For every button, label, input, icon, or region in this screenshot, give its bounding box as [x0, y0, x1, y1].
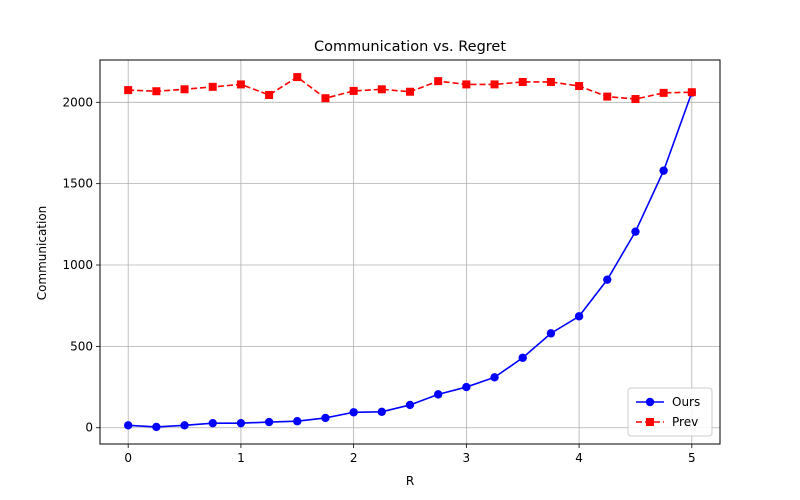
data-point-ours [546, 329, 556, 338]
data-point-prev [631, 95, 640, 104]
x-tick-label: 4 [575, 451, 583, 465]
data-point-ours [659, 166, 668, 175]
y-tick-label: 2000 [62, 95, 93, 109]
data-point-prev [124, 86, 133, 95]
data-point-prev [208, 82, 217, 91]
data-point-ours [377, 407, 387, 416]
data-point-ours [321, 413, 330, 423]
data-point-prev [687, 88, 696, 97]
data-point-ours [236, 418, 246, 428]
data-point-prev [659, 88, 668, 97]
data-point-ours [631, 227, 640, 236]
grid [100, 60, 720, 444]
data-point-ours [152, 422, 161, 432]
data-point-prev [236, 80, 245, 89]
data-point-prev [265, 90, 274, 99]
data-point-ours [293, 417, 302, 426]
data-point-prev [377, 85, 386, 94]
y-tick-label: 1500 [62, 177, 93, 191]
legend-label-prev: Prev [672, 415, 698, 429]
y-tick-label: 1000 [62, 258, 93, 272]
chart-title: Communication vs. Regret [314, 39, 506, 55]
data-point-prev [490, 80, 499, 89]
data-point-prev [406, 87, 414, 96]
x-tick-label: 3 [463, 451, 471, 465]
data-point-prev [518, 77, 527, 86]
data-point-ours [574, 312, 584, 321]
data-point-ours [349, 408, 358, 417]
data-point-ours [603, 275, 612, 284]
data-point-ours [490, 373, 499, 382]
data-point-ours [405, 400, 415, 410]
data-point-prev [349, 86, 358, 95]
plot-frame [99, 59, 721, 445]
data-point-prev [603, 92, 612, 101]
legend-label-ours: Ours [672, 395, 700, 409]
data-point-ours [518, 353, 527, 362]
x-axis-label: R [406, 474, 414, 488]
x-tick-label: 0 [124, 451, 132, 465]
data-point-prev [293, 73, 302, 82]
y-tick-label: 500 [70, 339, 93, 353]
series-layer [123, 73, 697, 432]
data-point-ours [208, 418, 217, 428]
legend-item-prev: Prev [636, 415, 698, 429]
data-point-prev [434, 77, 443, 86]
data-point-prev [575, 82, 584, 91]
data-point-prev [180, 85, 189, 94]
x-tick-label: 2 [350, 451, 358, 465]
data-point-ours [462, 382, 471, 392]
x-tick-label: 1 [237, 451, 245, 465]
data-point-prev [546, 77, 555, 86]
ticks: 0 1 2 3 4 5 0 500 1000 1500 2000 [62, 95, 695, 465]
legend: Ours Prev [627, 387, 713, 437]
data-point-prev [462, 80, 471, 89]
data-point-ours [433, 390, 443, 399]
x-tick-label: 5 [688, 451, 696, 465]
y-axis-label: Communication [35, 206, 49, 301]
data-point-prev [152, 87, 161, 96]
legend-marker-prev [646, 418, 654, 426]
legend-item-ours: Ours [636, 395, 700, 409]
legend-marker-ours [645, 397, 655, 407]
data-point-ours [264, 417, 274, 427]
series-ours [123, 88, 697, 432]
data-point-ours [180, 421, 189, 430]
data-point-prev [321, 94, 330, 103]
data-point-ours [123, 421, 133, 430]
y-tick-label: 0 [85, 421, 93, 435]
series-prev [124, 73, 696, 104]
